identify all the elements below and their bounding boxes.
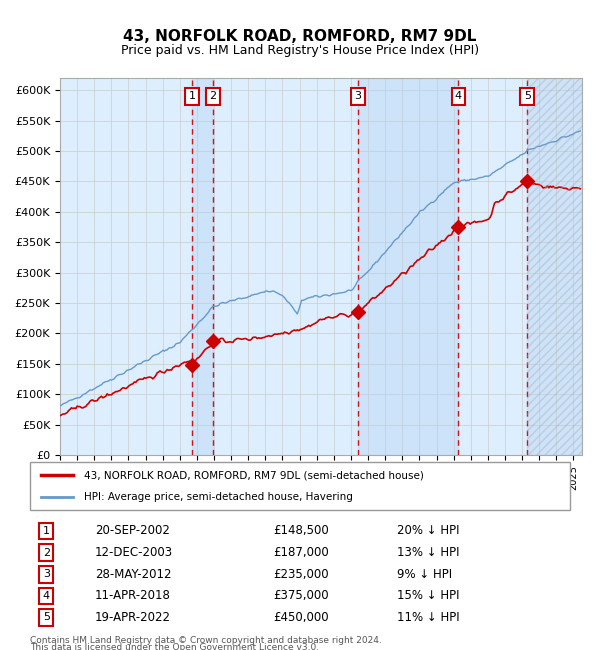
Text: 11-APR-2018: 11-APR-2018 <box>95 590 170 603</box>
Text: 20-SEP-2002: 20-SEP-2002 <box>95 525 170 538</box>
Text: 43, NORFOLK ROAD, ROMFORD, RM7 9DL: 43, NORFOLK ROAD, ROMFORD, RM7 9DL <box>124 29 476 44</box>
FancyBboxPatch shape <box>30 462 570 510</box>
Text: 9% ↓ HPI: 9% ↓ HPI <box>397 567 452 580</box>
Text: 28-MAY-2012: 28-MAY-2012 <box>95 567 172 580</box>
Text: £450,000: £450,000 <box>273 611 329 624</box>
Text: 43, NORFOLK ROAD, ROMFORD, RM7 9DL (semi-detached house): 43, NORFOLK ROAD, ROMFORD, RM7 9DL (semi… <box>84 470 424 480</box>
Text: £187,000: £187,000 <box>273 546 329 559</box>
Text: 19-APR-2022: 19-APR-2022 <box>95 611 171 624</box>
Text: 15% ↓ HPI: 15% ↓ HPI <box>397 590 460 603</box>
Text: Price paid vs. HM Land Registry's House Price Index (HPI): Price paid vs. HM Land Registry's House … <box>121 44 479 57</box>
Text: £235,000: £235,000 <box>273 567 329 580</box>
Text: This data is licensed under the Open Government Licence v3.0.: This data is licensed under the Open Gov… <box>30 643 319 650</box>
Text: £148,500: £148,500 <box>273 525 329 538</box>
Text: 13% ↓ HPI: 13% ↓ HPI <box>397 546 460 559</box>
Text: 5: 5 <box>524 91 531 101</box>
Bar <box>192 78 213 455</box>
Text: 1: 1 <box>43 526 50 536</box>
Text: 4: 4 <box>455 91 462 101</box>
Text: 2: 2 <box>43 547 50 558</box>
Bar <box>527 60 582 455</box>
Bar <box>527 78 582 455</box>
Text: HPI: Average price, semi-detached house, Havering: HPI: Average price, semi-detached house,… <box>84 491 353 502</box>
Text: £375,000: £375,000 <box>273 590 329 603</box>
Text: Contains HM Land Registry data © Crown copyright and database right 2024.: Contains HM Land Registry data © Crown c… <box>30 636 382 645</box>
Text: 20% ↓ HPI: 20% ↓ HPI <box>397 525 460 538</box>
Text: 11% ↓ HPI: 11% ↓ HPI <box>397 611 460 624</box>
Text: 4: 4 <box>43 591 50 601</box>
Text: 1: 1 <box>188 91 196 101</box>
Text: 3: 3 <box>43 569 50 579</box>
Text: 5: 5 <box>43 612 50 623</box>
Text: 12-DEC-2003: 12-DEC-2003 <box>95 546 173 559</box>
Text: 3: 3 <box>355 91 361 101</box>
Text: 2: 2 <box>209 91 217 101</box>
Bar <box>527 78 582 455</box>
Bar <box>358 78 458 455</box>
